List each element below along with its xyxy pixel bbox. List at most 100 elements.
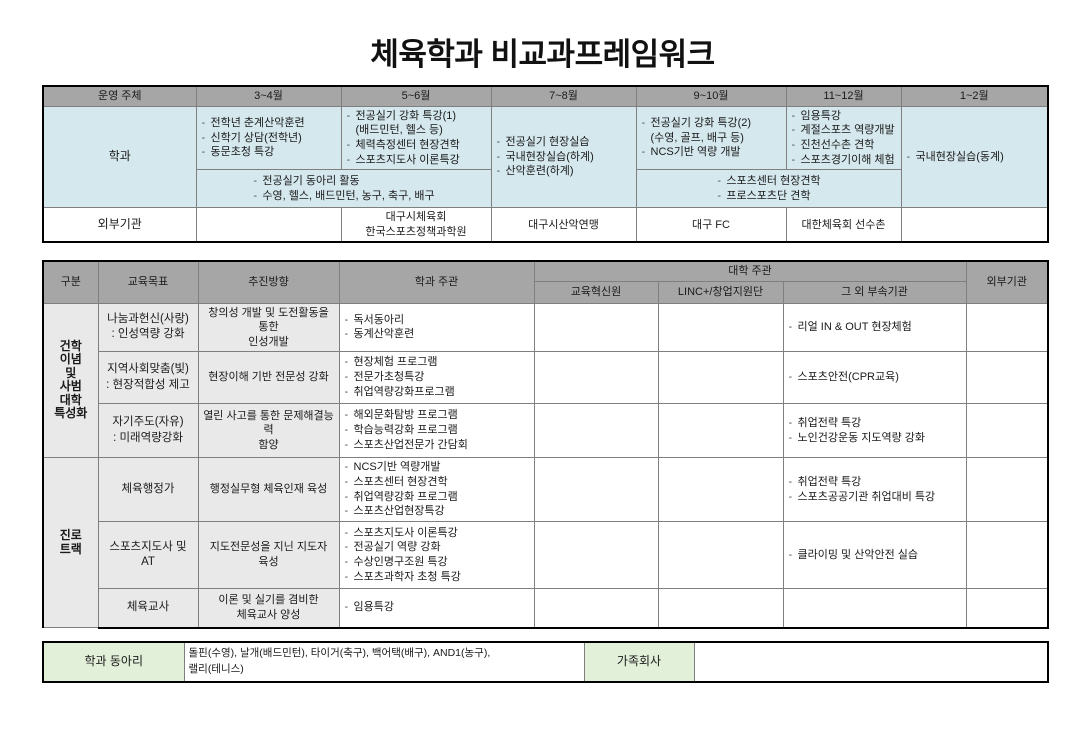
table-row-framework-g2-r3: 체육교사 이론 및 실기를 겸비한 체육교사 양성 임용특강 [43, 588, 1049, 629]
schedule-cell-club-activity-right: 스포츠센터 현장견학 프로스포츠단 견학 [635, 169, 902, 209]
framework-linc-cell [657, 521, 784, 589]
list-item: 취업역량강화 프로그램 [344, 490, 530, 505]
framework-direction: 지도전문성을 지닌 지도자 육성 [197, 521, 340, 589]
framework-goal: 체육교사 [97, 588, 199, 629]
list-item: 노인건강운동 지도역량 강화 [788, 431, 962, 446]
group-label-text: 건학 이념 및 사범 대학 특성화 [54, 338, 88, 421]
table-row-framework-g1-r2: 지역사회맞춤(빛) : 현장적합성 제고 현장이해 기반 전문성 강화 현장체험… [43, 351, 1049, 405]
list-item: 학습능력강화 프로그램 [344, 423, 530, 438]
list-item: 스포츠과학자 초청 특강 [344, 570, 530, 585]
framework-innovation-cell [533, 351, 659, 405]
group-label-text: 진로 트랙 [59, 528, 82, 556]
framework-innovation-cell [533, 521, 659, 589]
list-item: 전문가초청특강 [344, 370, 530, 385]
table-row-department-clubs: 전공실기 동아리 활동 수영, 헬스, 배드민턴, 농구, 축구, 배구 스포츠… [43, 169, 1048, 209]
list-item: 리얼 IN & OUT 현장체험 [788, 320, 962, 335]
framework-header-innovation: 교육혁신원 [533, 280, 659, 304]
schedule-row-label-department: 학과 [42, 105, 197, 209]
schedule-header-sep-oct: 9~10월 [635, 84, 787, 107]
framework-linc-cell [657, 588, 784, 629]
schedule-cell-dept-nov-dec: 임용특강 계절스포츠 역량개발 진천선수촌 견학 스포츠경기이해 체험 [785, 105, 902, 171]
schedule-row-label-external: 외부기관 [42, 207, 197, 244]
framework-direction: 현장이해 기반 전문성 강화 [197, 351, 340, 405]
list-item: 계절스포츠 역량개발 [791, 123, 897, 138]
table-row-framework-header-2: 교육혁신원 LINC+/창업지원단 그 외 부속기관 [43, 280, 1048, 304]
list-item: 취업역량강화프로그램 [344, 385, 530, 400]
framework-goal: 지역사회맞춤(빛) : 현장적합성 제고 [97, 351, 199, 405]
framework-other-cell: 취업전략 특강 스포츠공공기관 취업대비 특강 [782, 457, 967, 522]
table-row-framework-g2-r2: 스포츠지도사 및 AT 지도전문성을 지닌 지도자 육성 스포츠지도사 이론특강… [43, 521, 1049, 589]
framework-external-cell [965, 302, 1049, 353]
list-item: 임용특강 [344, 600, 530, 615]
framework-external-cell [965, 521, 1049, 589]
framework-external-cell [965, 457, 1049, 522]
list-item: 취업전략 특강 [788, 475, 962, 490]
schedule-header-subject: 운영 주체 [42, 84, 197, 107]
schedule-cell-club-activity-left: 전공실기 동아리 활동 수영, 헬스, 배드민턴, 농구, 축구, 배구 [195, 169, 492, 209]
framework-header-univ-host: 대학 주관 [533, 259, 967, 282]
list-item: 전공실기 동아리 활동 [252, 174, 434, 189]
list-item: 국내현장실습(동계) [906, 150, 1044, 165]
schedule-cell-ext-jan-feb [900, 207, 1049, 244]
framework-dept-host-cell: 임용특강 [338, 588, 535, 629]
framework-innovation-cell [533, 403, 659, 459]
list-item: 전공실기 강화 특강(1) (배드민턴, 헬스 등) [346, 109, 487, 138]
clubs-value: 돌핀(수영), 날개(배드민턴), 타이거(축구), 백어택(배구), AND1… [183, 641, 585, 683]
list-item: 스포츠지도사 이론특강 [346, 153, 487, 168]
framework-header-gubun: 구분 [42, 259, 99, 304]
framework-group-label-philosophy: 건학 이념 및 사범 대학 특성화 [42, 302, 99, 459]
list-item: 스포츠산업현장특강 [344, 504, 530, 519]
framework-header-linc: LINC+/창업지원단 [657, 280, 784, 304]
framework-goal: 스포츠지도사 및 AT [97, 521, 199, 589]
framework-dept-host-cell: 현장체험 프로그램 전문가초청특강 취업역량강화프로그램 [338, 351, 535, 405]
framework-linc-cell [657, 302, 784, 353]
framework-direction: 열린 사고를 통한 문제해결능력 함양 [197, 403, 340, 459]
schedule-header-jul-aug: 7~8월 [490, 84, 637, 107]
list-item: 클라이밍 및 산악안전 실습 [788, 548, 962, 563]
list-item: 취업전략 특강 [788, 416, 962, 431]
schedule-cell-ext-may-jun: 대구시체육회 한국스포츠정책과학원 [340, 207, 492, 244]
list-item: NCS기반 역량개발 [344, 460, 530, 475]
table-row-schedule-header: 운영 주체 3~4월 5~6월 7~8월 9~10월 11~12월 1~2월 [42, 84, 1049, 107]
schedule-header-mar-apr: 3~4월 [195, 84, 342, 107]
schedule-cell-dept-sep-oct: 전공실기 강화 특강(2) (수영, 골프, 배구 등) NCS기반 역량 개발 [635, 105, 787, 171]
list-item: 프로스포츠단 견학 [716, 189, 820, 204]
table-row-framework-g1-r1: 건학 이념 및 사범 대학 특성화 나눔과헌신(사랑) : 인성역량 강화 창의… [42, 302, 1049, 459]
schedule-header-nov-dec: 11~12월 [785, 84, 902, 107]
framework-innovation-cell [533, 457, 659, 522]
schedule-cell-ext-jul-aug: 대구시산악연맹 [490, 207, 637, 244]
framework-direction: 창의성 개발 및 도전활동을 통한 인성개발 [197, 302, 340, 353]
list-item: 수상인명구조원 특강 [344, 555, 530, 570]
framework-linc-cell [657, 457, 784, 522]
framework-direction: 행정실무형 체육인재 육성 [197, 457, 340, 522]
framework-header-direction: 추진방향 [197, 259, 340, 304]
list-item: 전공실기 강화 특강(2) (수영, 골프, 배구 등) [641, 116, 782, 145]
framework-table: 구분 교육목표 추진방향 학과 주관 대학 주관 외부기관 교육혁신원 LINC… [42, 259, 1049, 629]
list-item: 스포츠공공기관 취업대비 특강 [788, 490, 962, 505]
family-company-label: 가족회사 [583, 641, 695, 683]
framework-goal: 체육행정가 [97, 457, 199, 522]
schedule-cell-ext-sep-oct: 대구 FC [635, 207, 787, 244]
framework-innovation-cell [533, 302, 659, 353]
list-item: 체력측정센터 현장견학 [346, 138, 487, 153]
list-item: 현장체험 프로그램 [344, 355, 530, 370]
schedule-header-jan-feb: 1~2월 [900, 84, 1049, 107]
list-item: 전학년 춘계산악훈련 [201, 116, 337, 131]
list-item: 스포츠센터 현장견학 [344, 475, 530, 490]
schedule-cell-dept-jul-aug: 전공실기 현장실습 국내현장실습(하계) 산악훈련(하계) [490, 105, 637, 209]
clubs-table: 학과 동아리 돌핀(수영), 날개(배드민턴), 타이거(축구), 백어택(배구… [42, 641, 1049, 683]
family-company-value [693, 641, 1049, 683]
table-row-clubs: 학과 동아리 돌핀(수영), 날개(배드민턴), 타이거(축구), 백어택(배구… [42, 641, 1049, 683]
framework-external-cell [965, 403, 1049, 459]
table-row-framework-g1-r3: 자기주도(자유) : 미래역량강화 열린 사고를 통한 문제해결능력 함양 해외… [43, 403, 1049, 459]
framework-external-cell [965, 588, 1049, 629]
framework-external-cell [965, 351, 1049, 405]
list-item: 수영, 헬스, 배드민턴, 농구, 축구, 배구 [252, 189, 434, 204]
list-item: 전공실기 역량 강화 [344, 540, 530, 555]
framework-goal: 나눔과헌신(사랑) : 인성역량 강화 [97, 302, 199, 353]
framework-header-goal: 교육목표 [97, 259, 199, 304]
list-item: 임용특강 [791, 109, 897, 124]
schedule-table: 운영 주체 3~4월 5~6월 7~8월 9~10월 11~12월 1~2월 학… [42, 84, 1049, 244]
list-item: NCS기반 역량 개발 [641, 145, 782, 160]
